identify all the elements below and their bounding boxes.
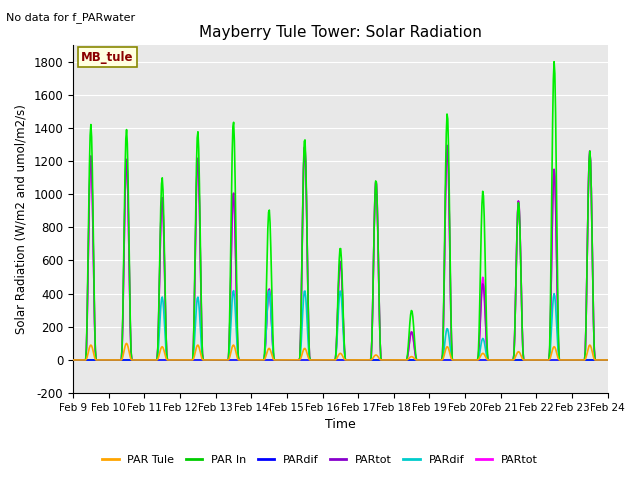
Text: No data for f_PARwater: No data for f_PARwater [6,12,136,23]
Legend: PAR Tule, PAR In, PARdif, PARtot, PARdif, PARtot: PAR Tule, PAR In, PARdif, PARtot, PARdif… [97,451,543,469]
X-axis label: Time: Time [325,419,356,432]
Title: Mayberry Tule Tower: Solar Radiation: Mayberry Tule Tower: Solar Radiation [199,24,482,39]
Y-axis label: Solar Radiation (W/m2 and umol/m2/s): Solar Radiation (W/m2 and umol/m2/s) [15,104,28,334]
Text: MB_tule: MB_tule [81,50,134,64]
